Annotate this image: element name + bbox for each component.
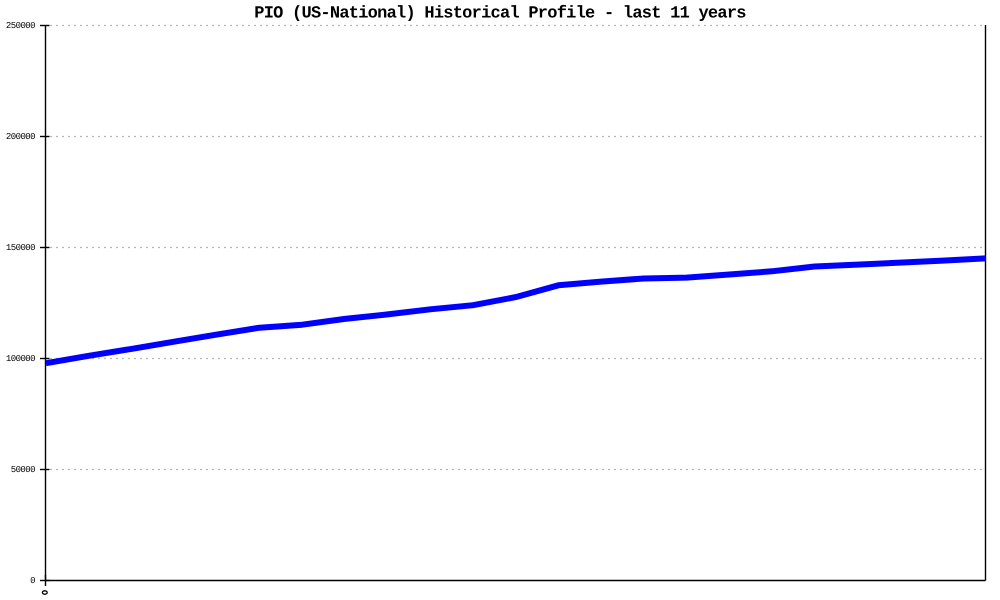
svg-text:200000: 200000	[6, 132, 35, 142]
svg-text:PIO (US-National) Historical P: PIO (US-National) Historical Profile - l…	[254, 5, 746, 24]
svg-text:0: 0	[30, 576, 35, 586]
svg-text:100000: 100000	[6, 354, 35, 364]
svg-text:250000: 250000	[6, 21, 35, 31]
svg-text:150000: 150000	[6, 243, 35, 253]
svg-text:50000: 50000	[11, 465, 35, 475]
